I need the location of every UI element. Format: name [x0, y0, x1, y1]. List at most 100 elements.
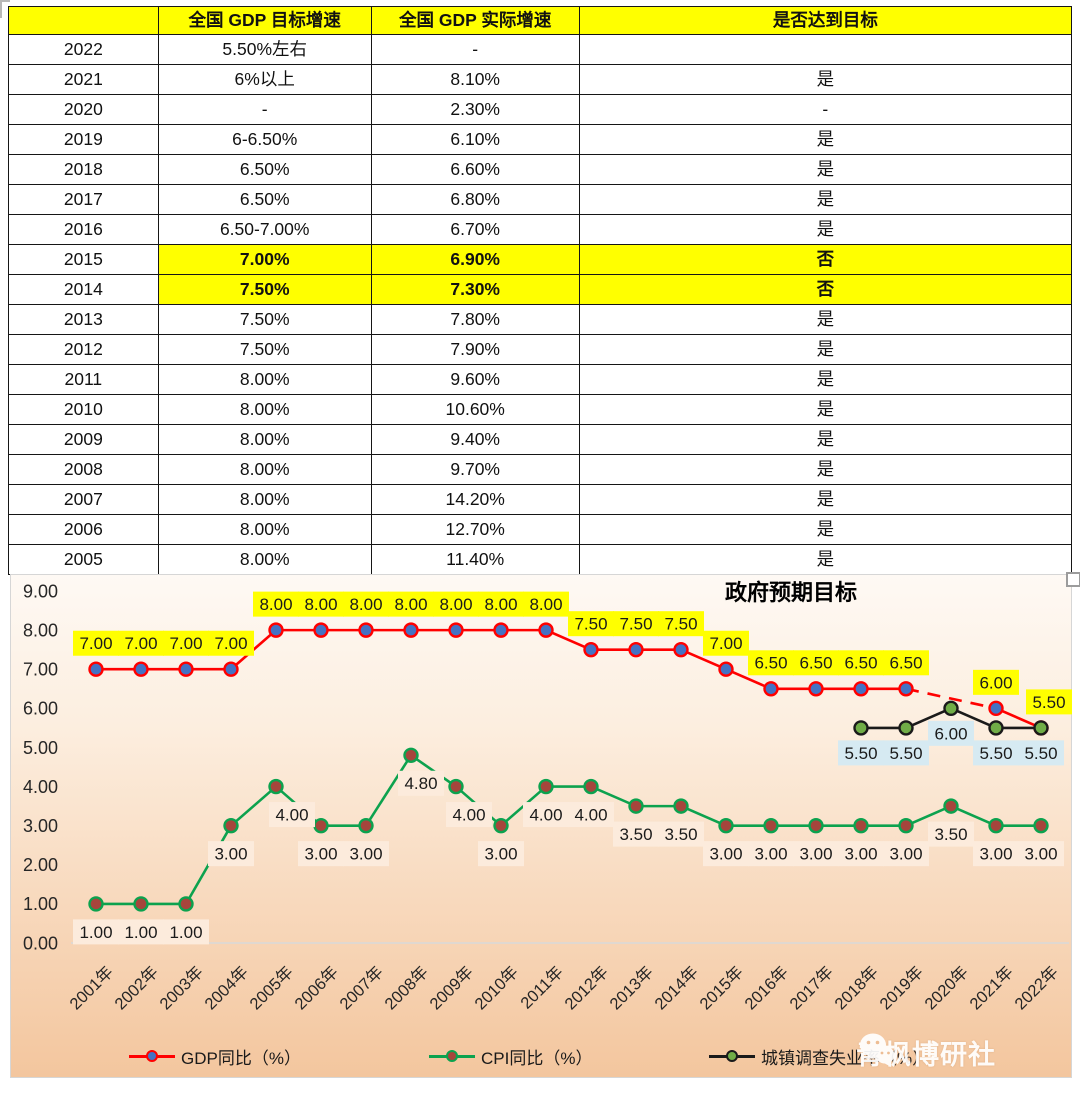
x-tick-label: 2005年	[246, 962, 297, 1013]
table-header-row: 全国 GDP 目标增速 全国 GDP 实际增速 是否达到目标	[8, 6, 1073, 35]
met-cell: 是	[578, 154, 1073, 185]
met-cell: 是	[578, 184, 1073, 215]
chart-title: 政府预期目标	[725, 580, 857, 605]
year-cell: 2016	[8, 214, 159, 245]
cpi-data-label: 3.00	[709, 845, 742, 864]
cpi-marker	[718, 817, 734, 834]
cpi-data-label: 4.80	[404, 774, 437, 793]
table-row-2010: 2010 8.00% 10.60% 是	[8, 394, 1073, 425]
gov-target-chart: 0.00 1.00 2.00 3.00 4.00 5.00 6.00 7.00 8.00 9.00…	[10, 574, 1072, 1078]
cpi-label-bg	[613, 821, 659, 847]
y-tick-label: 2.00	[23, 855, 58, 875]
unemployment-label-bg	[928, 720, 974, 746]
gdp-label-bg	[343, 591, 389, 617]
met-cell: 否	[578, 274, 1073, 305]
cpi-marker	[313, 817, 329, 834]
legend-marker-gdp-icon	[129, 1050, 175, 1062]
cpi-data-label: 3.00	[754, 845, 787, 864]
x-tick-label: 2022年	[1011, 962, 1062, 1013]
table-row-2020: 2020-2.30% -	[8, 94, 1073, 125]
gdp-data-label: 7.00	[709, 634, 742, 653]
actual-cell: 7.30%	[370, 274, 580, 305]
gdp-data-label: 8.00	[304, 595, 337, 614]
target-cell: 6.50%	[157, 154, 372, 185]
actual-cell: 9.60%	[370, 364, 580, 395]
unemployment-data-label: 5.50	[979, 744, 1012, 763]
gdp-data-label: 8.00	[484, 595, 517, 614]
cpi-label-bg	[793, 841, 839, 867]
target-cell: 8.00%	[157, 454, 372, 485]
chart-canvas: 0.00 1.00 2.00 3.00 4.00 5.00 6.00 7.00 8.00 9.00…	[23, 580, 1072, 1013]
x-tick-label: 2004年	[201, 962, 252, 1013]
cpi-marker	[223, 817, 239, 834]
gdp-marker	[988, 700, 1004, 717]
cpi-label-bg	[208, 841, 254, 867]
cpi-label-bg	[928, 821, 974, 847]
gdp-label-bg	[883, 650, 929, 676]
cpi-label-bg	[1018, 841, 1064, 867]
x-tick-label: 2018年	[831, 962, 882, 1013]
gdp-label-bg	[613, 611, 659, 637]
gdp-marker	[538, 622, 554, 638]
cpi-label-bg	[73, 919, 119, 945]
x-tick-label: 2021年	[966, 962, 1017, 1013]
gdp-marker	[268, 622, 284, 638]
gdp-data-label: 5.50	[1032, 693, 1065, 712]
met-cell: 是	[578, 514, 1073, 545]
cpi-line-segment	[230, 785, 277, 827]
cpi-marker	[898, 817, 914, 834]
actual-cell: 9.70%	[370, 454, 580, 485]
chart-corner-handle	[1066, 572, 1080, 587]
page-corner-mark	[0, 0, 10, 18]
unemployment-label-bg	[838, 740, 884, 766]
y-tick-label: 1.00	[23, 894, 58, 914]
x-tick-label: 2020年	[921, 962, 972, 1013]
unemployment-marker	[1033, 720, 1049, 736]
cpi-line-segment	[364, 754, 413, 827]
cpi-marker	[763, 817, 779, 834]
cpi-data-label: 3.00	[214, 845, 247, 864]
gdp-marker	[808, 681, 824, 697]
x-tick-label: 2007年	[336, 962, 387, 1013]
met-cell	[578, 34, 1073, 65]
gdp-data-label: 7.00	[124, 634, 157, 653]
gdp-marker	[583, 641, 599, 658]
cpi-label-bg	[748, 841, 794, 867]
year-cell: 2008	[8, 454, 159, 485]
cpi-data-label: 3.00	[799, 845, 832, 864]
x-tick-label: 2011年	[517, 962, 567, 1012]
cpi-marker	[673, 798, 689, 814]
y-tick-label: 3.00	[23, 816, 58, 836]
legend-item-cpi: CPI同比（%）	[429, 1041, 592, 1071]
gdp-marker	[88, 661, 104, 677]
gdp-marker	[763, 681, 779, 697]
gdp-marker	[358, 622, 374, 638]
gdp-label-bg	[118, 630, 164, 656]
watermark: 青枫博研社	[856, 1029, 1071, 1075]
y-tick-label: 4.00	[23, 777, 58, 797]
target-cell: 6.50-7.00%	[157, 214, 372, 245]
target-cell: 8.00%	[157, 364, 372, 395]
cpi-label-bg	[298, 841, 344, 867]
gdp-label-bg	[793, 650, 839, 676]
met-cell: -	[578, 94, 1073, 125]
cpi-label-bg	[163, 919, 209, 945]
table-row-2014: 2014 7.50% 7.30% 否	[8, 274, 1073, 305]
cpi-label-bg	[568, 802, 614, 828]
year-cell: 2018	[8, 154, 159, 185]
target-cell: 7.00%	[157, 244, 372, 275]
cpi-data-label: 3.50	[619, 825, 652, 844]
met-cell: 是	[578, 454, 1073, 485]
cpi-data-label: 1.00	[79, 923, 112, 942]
gdp-label-bg	[433, 591, 479, 617]
table-row-2012: 2012 7.50% 7.90% 是	[8, 334, 1073, 365]
target-cell: 7.50%	[157, 274, 372, 305]
met-cell: 是	[578, 544, 1073, 575]
actual-cell: 6.90%	[370, 244, 580, 275]
cpi-label-bg	[523, 802, 569, 828]
x-tick-label: 2015年	[696, 962, 747, 1013]
gdp-marker	[628, 641, 644, 658]
table-row-2007: 2007 8.00% 14.20% 是	[8, 484, 1073, 515]
cpi-data-label: 3.50	[934, 825, 967, 844]
target-cell: 5.50%左右	[157, 34, 372, 65]
